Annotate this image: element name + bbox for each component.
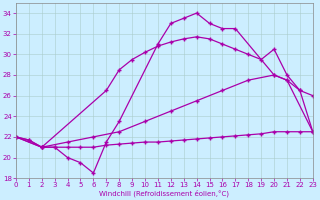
X-axis label: Windchill (Refroidissement éolien,°C): Windchill (Refroidissement éolien,°C) — [100, 190, 229, 197]
